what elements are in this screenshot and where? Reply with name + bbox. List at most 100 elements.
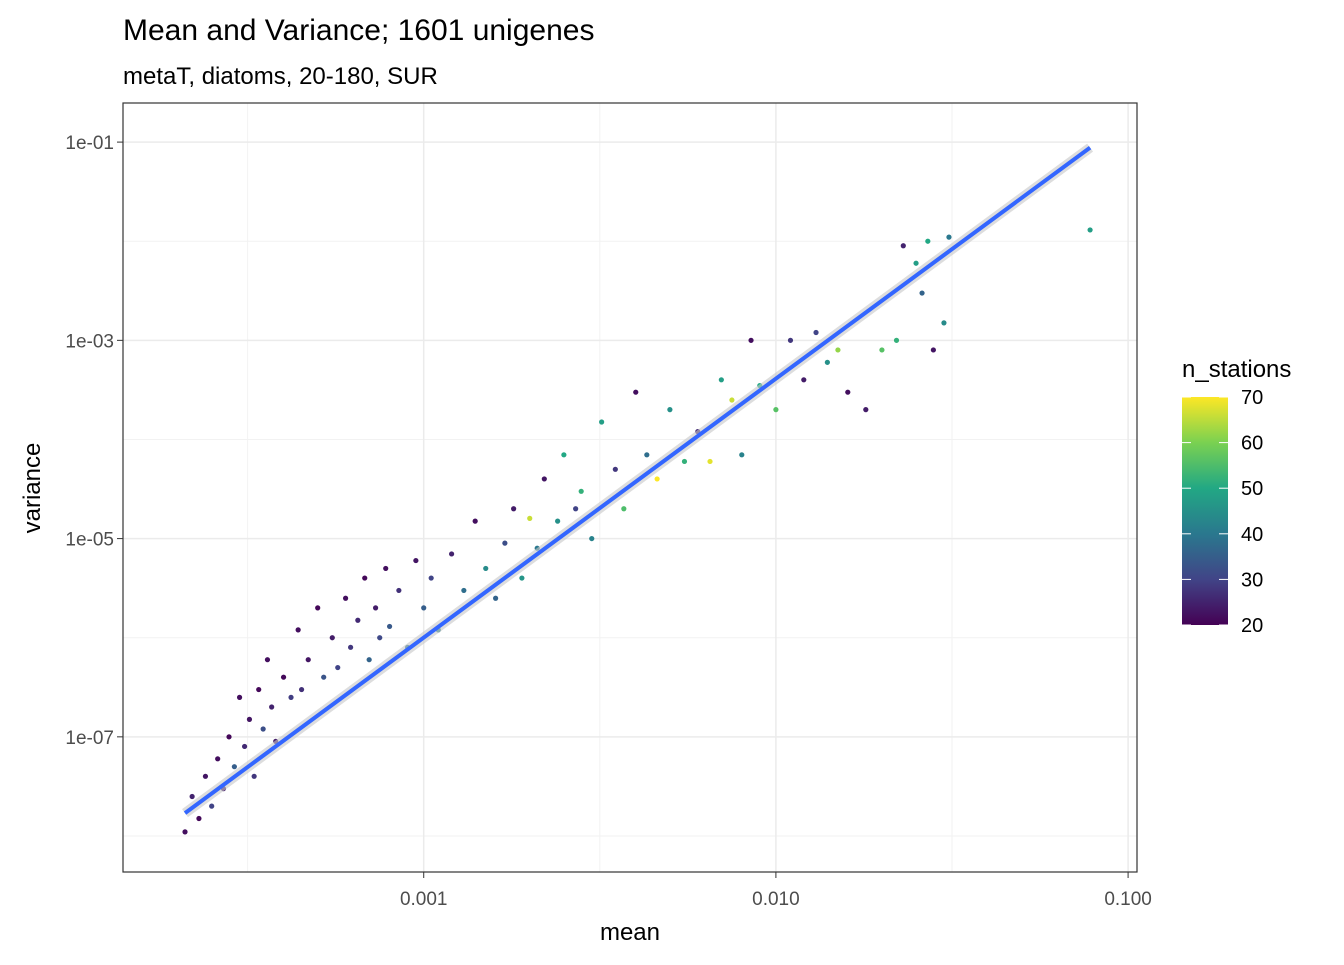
point: [335, 664, 341, 671]
point: [383, 565, 389, 572]
point: [511, 506, 517, 512]
panel-border: [122, 102, 1138, 873]
point: [196, 815, 202, 822]
point: [681, 458, 688, 465]
fit-line: [183, 145, 1092, 815]
y-axis-title: variance: [19, 443, 46, 534]
point: [541, 476, 547, 482]
point: [348, 644, 354, 650]
point: [377, 635, 383, 641]
point: [189, 793, 195, 800]
point: [269, 704, 275, 710]
point: [428, 575, 434, 581]
point: [707, 458, 713, 465]
y-tick-label: 1e-03: [65, 331, 114, 352]
chart-subtitle: metaT, diatoms, 20-180, SUR: [123, 63, 438, 90]
point: [654, 476, 660, 482]
point: [555, 518, 561, 524]
x-tick-label: 0.100: [1104, 889, 1152, 910]
point: [561, 452, 567, 458]
point: [483, 565, 489, 572]
point: [633, 389, 639, 395]
x-tick-label: 0.001: [400, 889, 448, 910]
point: [1087, 227, 1093, 233]
point: [209, 803, 215, 809]
point: [362, 575, 368, 581]
point: [824, 359, 830, 365]
y-tick-label: 1e-01: [65, 133, 114, 154]
point: [621, 506, 627, 512]
point: [644, 452, 650, 458]
colorbar-label: 50: [1241, 478, 1263, 500]
point: [835, 347, 841, 353]
point: [502, 540, 508, 546]
point: [298, 686, 305, 693]
point: [366, 657, 372, 663]
point: [202, 773, 209, 779]
point: [288, 694, 294, 700]
point: [919, 290, 925, 296]
point: [589, 535, 595, 542]
point: [845, 389, 851, 395]
point: [946, 234, 952, 240]
point: [329, 635, 335, 641]
x-tick-label: 0.010: [752, 889, 800, 910]
point: [578, 488, 584, 494]
point: [893, 337, 900, 343]
point: [251, 773, 257, 779]
point: [449, 551, 455, 557]
point: [260, 726, 266, 732]
point: [372, 605, 379, 611]
point: [342, 595, 349, 601]
point: [421, 605, 427, 611]
point: [599, 419, 605, 425]
point: [930, 347, 936, 353]
point: [295, 627, 301, 633]
point: [773, 407, 779, 413]
point: [913, 260, 919, 266]
y-tick-label: 1e-07: [65, 728, 114, 749]
point: [215, 756, 221, 762]
colorbar-label: 30: [1241, 569, 1263, 591]
point: [396, 587, 402, 594]
point: [813, 329, 819, 336]
point: [801, 377, 807, 383]
grid: [123, 103, 1137, 872]
x-axis-title: mean: [600, 919, 660, 946]
point: [573, 506, 579, 512]
point: [787, 337, 794, 343]
point: [718, 377, 724, 383]
point: [519, 575, 525, 581]
point: [241, 743, 248, 750]
point: [900, 243, 906, 249]
y-tick-label: 1e-05: [65, 530, 114, 551]
point: [413, 557, 419, 564]
point: [941, 320, 947, 326]
point: [612, 466, 618, 472]
point: [231, 764, 237, 770]
colorbar: [1182, 397, 1228, 625]
point: [264, 657, 271, 663]
point: [527, 515, 533, 521]
point: [925, 238, 931, 244]
point: [236, 694, 243, 700]
point: [739, 452, 745, 458]
point: [280, 674, 287, 680]
point: [667, 407, 673, 413]
colorbar-label: 60: [1241, 433, 1263, 455]
point: [355, 617, 361, 623]
point: [863, 407, 869, 413]
chart-title: Mean and Variance; 1601 unigenes: [123, 14, 594, 47]
point: [321, 674, 327, 680]
point: [879, 347, 885, 353]
point: [226, 734, 232, 740]
point: [472, 518, 478, 524]
point: [748, 337, 754, 343]
point: [305, 657, 311, 663]
point: [461, 587, 467, 594]
point: [729, 397, 735, 403]
legend-title: n_stations: [1182, 356, 1291, 383]
point: [386, 623, 393, 630]
point: [256, 686, 262, 693]
